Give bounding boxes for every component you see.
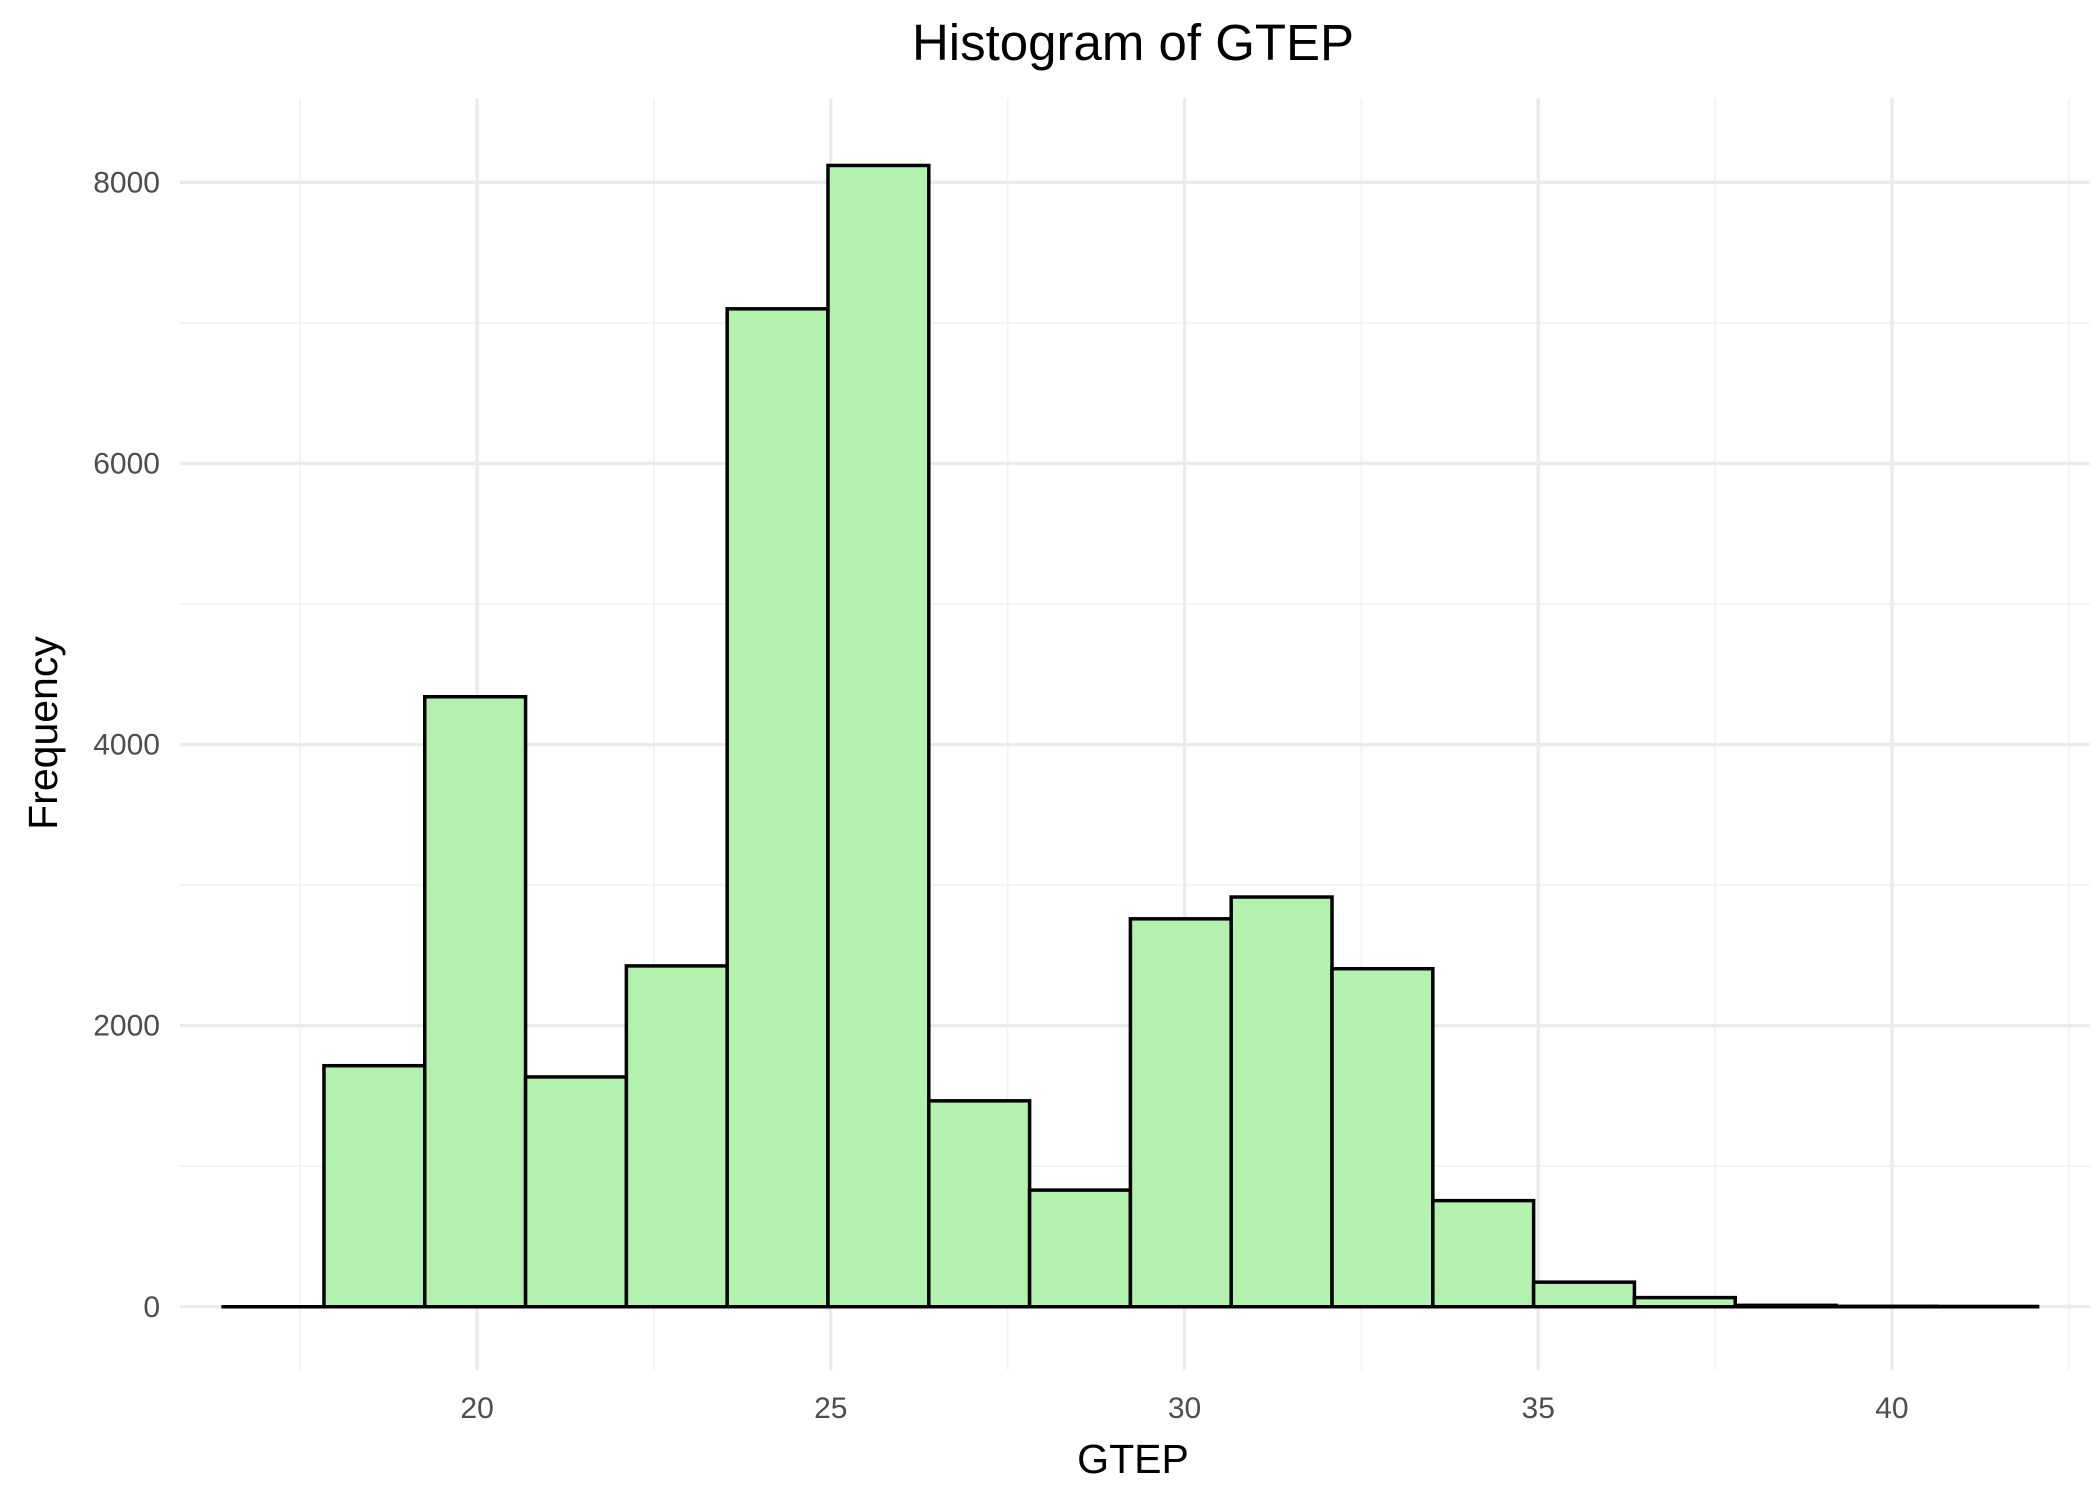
histogram-bar: [1431, 1198, 1536, 1309]
y-tick-label: 2000: [93, 1010, 160, 1043]
histogram-bar: [1632, 1295, 1737, 1309]
y-axis-ticks: 0 2000 4000 6000 8000: [93, 166, 160, 1323]
histogram-bar: [1027, 1188, 1133, 1309]
histogram-bar: [927, 1099, 1032, 1309]
histogram-bar: [725, 307, 830, 1309]
y-tick-label: 4000: [93, 729, 160, 762]
y-tick-label: 0: [143, 1291, 160, 1324]
histogram-bar: [826, 163, 931, 1309]
histogram-bar: [523, 1075, 629, 1309]
y-tick-label: 8000: [93, 166, 160, 199]
chart-title: Histogram of GTEP: [912, 14, 1354, 71]
histogram-bar: [1229, 895, 1334, 1309]
x-tick-label: 25: [814, 1392, 847, 1425]
y-axis-title: Frequency: [20, 636, 66, 830]
histogram-bar: [624, 964, 729, 1309]
x-tick-label: 30: [1168, 1392, 1201, 1425]
histogram-bar: [1330, 966, 1435, 1309]
x-axis-ticks: 20 25 30 35 40: [460, 1392, 1908, 1425]
histogram-bar: [1128, 917, 1233, 1309]
histogram-bar: [1733, 1303, 1838, 1309]
histogram-bars: [221, 163, 2040, 1309]
x-tick-label: 40: [1875, 1392, 1908, 1425]
histogram-bar: [322, 1063, 427, 1309]
x-axis-title: GTEP: [1077, 1436, 1189, 1482]
histogram-bar: [1531, 1280, 1637, 1309]
y-tick-label: 6000: [93, 447, 160, 480]
x-tick-label: 20: [460, 1392, 493, 1425]
x-tick-label: 35: [1522, 1392, 1555, 1425]
histogram-bar: [423, 695, 528, 1309]
